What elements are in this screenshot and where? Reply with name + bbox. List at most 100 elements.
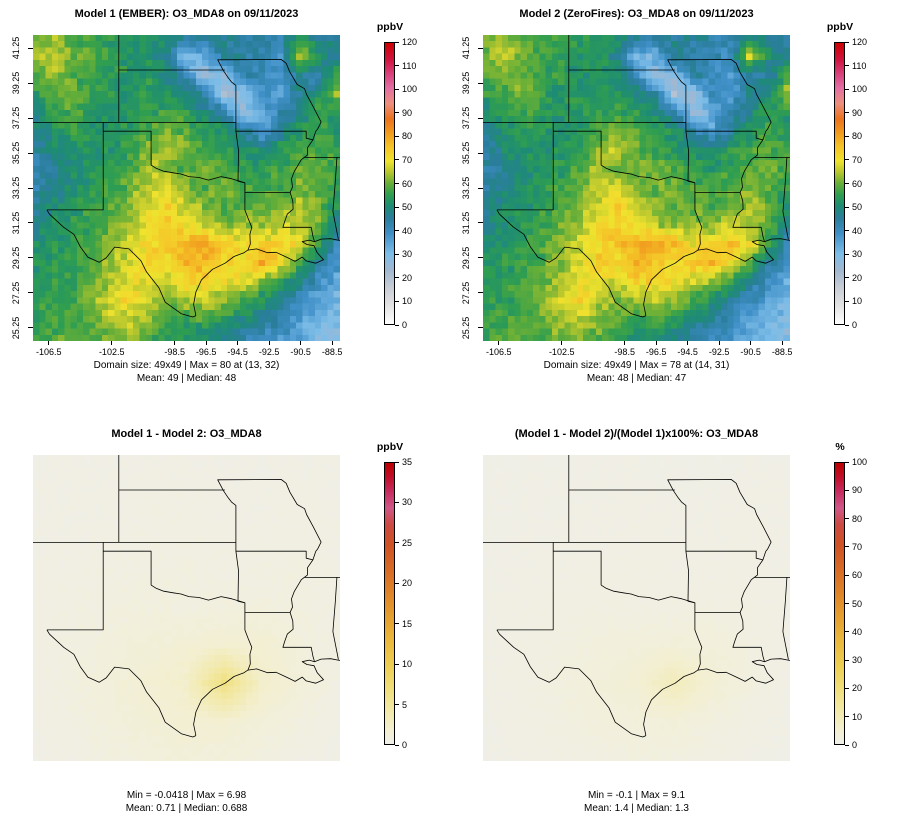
colorbar-tick-label: 0 bbox=[402, 740, 408, 750]
colorbar-tick-label: 90 bbox=[852, 107, 863, 118]
colorbar-tick-mark bbox=[845, 687, 849, 689]
colorbar-tick-label: 60 bbox=[402, 178, 413, 189]
colorbar-tick-label: 100 bbox=[852, 457, 868, 467]
x-axis-tick-label: -90.5 bbox=[740, 347, 761, 357]
colorbar-tick-mark bbox=[395, 744, 399, 746]
colorbar-tick-label: 90 bbox=[852, 485, 863, 496]
colorbar: ppbV 0 10 20 30 40 50 60 70 80 90 100 110 120 bbox=[827, 21, 896, 330]
caption-domain: Domain size: 49x49 | Max = 80 at (13, 32… bbox=[93, 360, 280, 371]
colorbar-tick-label: 0 bbox=[402, 320, 408, 330]
colorbar-tick-label: 80 bbox=[402, 131, 413, 142]
y-axis-tick-label: 25.25 bbox=[11, 316, 21, 340]
x-axis-tick-label: -90.5 bbox=[290, 347, 311, 357]
x-axis-tick-mark bbox=[300, 341, 302, 345]
panel-title: Model 1 (EMBER): O3_MDA8 on 09/11/2023 bbox=[74, 8, 299, 20]
panel-model2: Model 2 (ZeroFires): O3_MDA8 on 09/11/20… bbox=[450, 0, 900, 420]
map-model1 bbox=[33, 35, 340, 341]
colorbar-tick-mark bbox=[395, 704, 399, 706]
x-axis-tick-mark bbox=[561, 341, 563, 345]
colorbar-gradient bbox=[834, 42, 845, 325]
panel-title: Model 1 - Model 2: O3_MDA8 bbox=[111, 428, 262, 440]
colorbar-tick-mark bbox=[395, 542, 399, 544]
colorbar-tick-label: 30 bbox=[852, 655, 863, 666]
colorbar-tick-label: 110 bbox=[402, 60, 417, 71]
colorbar-unit-label: ppbV bbox=[376, 441, 404, 453]
map-difference bbox=[33, 455, 340, 761]
colorbar: ppbV 0 10 20 30 40 50 60 70 80 90 100 110 120 bbox=[377, 21, 446, 330]
colorbar-tick-label: 70 bbox=[852, 154, 863, 165]
y-axis-tick-label: 39.25 bbox=[11, 71, 21, 95]
panel-title: Model 2 (ZeroFires): O3_MDA8 on 09/11/20… bbox=[519, 8, 754, 20]
x-axis-tick-mark bbox=[718, 341, 720, 345]
x-axis-tick-label: -98.5 bbox=[164, 347, 185, 357]
heatmap-canvas bbox=[483, 455, 790, 761]
colorbar-tick-label: 50 bbox=[852, 598, 863, 609]
colorbar-tick-label: 50 bbox=[402, 202, 413, 213]
y-axis-tick-label: 35.25 bbox=[461, 141, 471, 165]
colorbar-tick-label: 10 bbox=[852, 711, 863, 722]
caption-domain: Domain size: 49x49 | Max = 78 at (14, 31… bbox=[543, 360, 730, 371]
colorbar-tick-mark bbox=[845, 135, 849, 137]
x-axis-tick-label: -92.5 bbox=[708, 347, 730, 357]
state-border-path bbox=[33, 455, 340, 738]
colorbar-tick-mark bbox=[395, 135, 399, 137]
colorbar-tick-label: 90 bbox=[402, 107, 413, 118]
map-percent-difference bbox=[483, 455, 790, 761]
colorbar-tick-label: 20 bbox=[852, 683, 863, 694]
colorbar-tick-mark bbox=[845, 277, 849, 279]
colorbar-tick-label: 5 bbox=[402, 699, 408, 710]
colorbar-tick-label: 70 bbox=[852, 541, 863, 552]
colorbar-tick-mark bbox=[845, 744, 849, 746]
colorbar-gradient bbox=[834, 462, 845, 745]
colorbar-tick-mark bbox=[845, 253, 849, 255]
panel-percent-difference: (Model 1 - Model 2)/(Model 1)x100%: O3_M… bbox=[450, 420, 900, 840]
colorbar-tick-label: 50 bbox=[852, 202, 863, 213]
x-axis-tick-mark bbox=[174, 341, 176, 345]
colorbar-tick-label: 60 bbox=[852, 570, 863, 581]
colorbar-tick-mark bbox=[845, 631, 849, 633]
colorbar-tick-label: 40 bbox=[852, 626, 863, 637]
x-axis-tick-label: -106.5 bbox=[485, 347, 512, 357]
state-borders-overlay bbox=[33, 35, 340, 318]
x-axis-tick-label: -94.5 bbox=[677, 347, 698, 357]
colorbar-tick-label: 20 bbox=[402, 578, 413, 589]
colorbar-tick-label: 10 bbox=[402, 659, 413, 670]
colorbar-unit-label: ppbV bbox=[826, 21, 854, 33]
colorbar-tick-mark bbox=[845, 41, 849, 43]
caption-stats: Mean: 1.4 | Median: 1.3 bbox=[584, 803, 689, 814]
colorbar-tick-mark bbox=[395, 112, 399, 114]
colorbar-tick-mark bbox=[845, 659, 849, 661]
colorbar-tick-mark bbox=[395, 41, 399, 43]
colorbar-tick-mark bbox=[395, 159, 399, 161]
colorbar-tick-mark bbox=[395, 623, 399, 625]
colorbar-tick-mark bbox=[395, 582, 399, 584]
x-axis-tick-mark bbox=[687, 341, 689, 345]
colorbar-tick-label: 35 bbox=[402, 457, 413, 467]
colorbar-tick-mark bbox=[845, 159, 849, 161]
colorbar-tick-mark bbox=[845, 603, 849, 604]
colorbar-tick-mark bbox=[395, 206, 399, 208]
panel-difference: Model 1 - Model 2: O3_MDA8 ppbV 0 5 10 15 20… bbox=[0, 420, 450, 840]
x-axis-tick-label: -102.5 bbox=[548, 347, 575, 357]
colorbar-tick-label: 100 bbox=[402, 84, 418, 95]
colorbar: % 0 10 20 30 40 50 60 70 80 90 100 bbox=[834, 441, 896, 750]
colorbar-tick-mark bbox=[845, 112, 849, 114]
colorbar-tick-label: 0 bbox=[852, 320, 858, 330]
y-axis-tick-label: 27.25 bbox=[461, 281, 471, 305]
colorbar-tick-mark bbox=[845, 461, 849, 463]
colorbar-tick-mark bbox=[395, 230, 399, 232]
y-axis-tick-label: 25.25 bbox=[461, 316, 471, 340]
state-border-path bbox=[483, 35, 790, 318]
colorbar-tick-mark bbox=[845, 489, 849, 491]
colorbar-tick-mark bbox=[395, 88, 399, 90]
x-axis-tick-mark bbox=[331, 341, 333, 345]
colorbar-tick-label: 70 bbox=[402, 154, 413, 165]
colorbar-tick-label: 20 bbox=[402, 272, 413, 283]
colorbar-tick-mark bbox=[845, 88, 849, 90]
colorbar-tick-mark bbox=[845, 574, 849, 576]
heatmap-canvas bbox=[33, 35, 340, 341]
state-borders-overlay bbox=[483, 35, 790, 318]
colorbar-tick-mark bbox=[845, 183, 849, 184]
y-axis-tick-label: 29.25 bbox=[461, 246, 471, 270]
